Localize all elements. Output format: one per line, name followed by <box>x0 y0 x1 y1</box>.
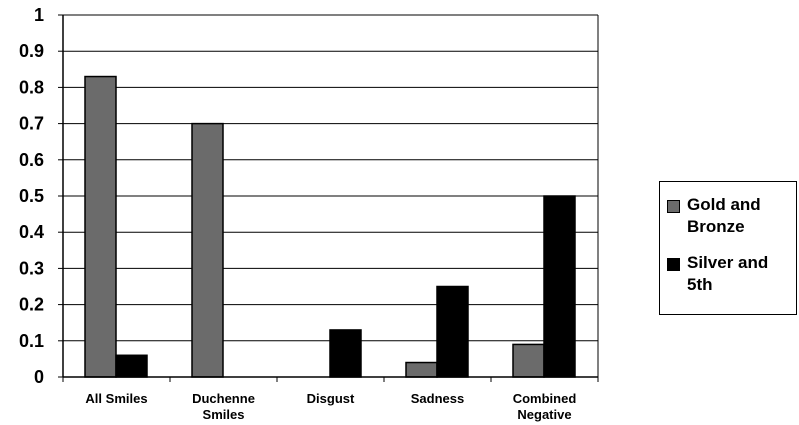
bar <box>512 343 545 378</box>
y-tick-label: 0.3 <box>19 258 44 278</box>
legend-item-gold-and-bronze: Gold and Bronze <box>667 194 787 238</box>
x-category-label: Sadness <box>411 391 464 406</box>
x-category-label: Duchenne <box>192 391 255 406</box>
y-tick-label: 0 <box>34 367 44 387</box>
bar <box>543 195 576 378</box>
y-tick-label: 0.7 <box>19 114 44 134</box>
legend: Gold and Bronze Silver and 5th <box>659 181 797 315</box>
x-category-label: Smiles <box>203 407 245 422</box>
axes <box>58 14 599 382</box>
x-category-label: Combined <box>513 391 577 406</box>
x-category-label: All Smiles <box>85 391 147 406</box>
legend-label-silver-and-5th: Silver and 5th <box>687 253 769 294</box>
bars <box>84 75 576 378</box>
legend-swatch-gold-and-bronze <box>667 200 680 213</box>
y-tick-label: 0.9 <box>19 41 44 61</box>
bar <box>115 354 148 378</box>
bar <box>191 122 224 378</box>
legend-item-silver-and-5th: Silver and 5th <box>667 252 787 296</box>
bar <box>436 285 469 378</box>
y-tick-label: 0.6 <box>19 150 44 170</box>
y-tick-label: 0.2 <box>19 295 44 315</box>
y-tick-label: 0.5 <box>19 186 44 206</box>
y-tick-labels: 0 0.1 0.2 0.3 0.4 0.5 0.6 0.7 0.8 0.9 1 <box>19 5 44 387</box>
legend-label-gold-and-bronze: Gold and Bronze <box>687 195 761 236</box>
bar <box>84 75 117 378</box>
gridlines <box>63 14 598 342</box>
bar <box>329 329 362 378</box>
legend-swatch-silver-and-5th <box>667 258 680 271</box>
y-tick-label: 0.4 <box>19 222 44 242</box>
x-category-label: Negative <box>517 407 571 422</box>
y-tick-label: 1 <box>34 5 44 25</box>
y-tick-label: 0.1 <box>19 331 44 351</box>
bar <box>405 361 438 378</box>
x-category-label: Disgust <box>307 391 355 406</box>
y-tick-label: 0.8 <box>19 77 44 97</box>
